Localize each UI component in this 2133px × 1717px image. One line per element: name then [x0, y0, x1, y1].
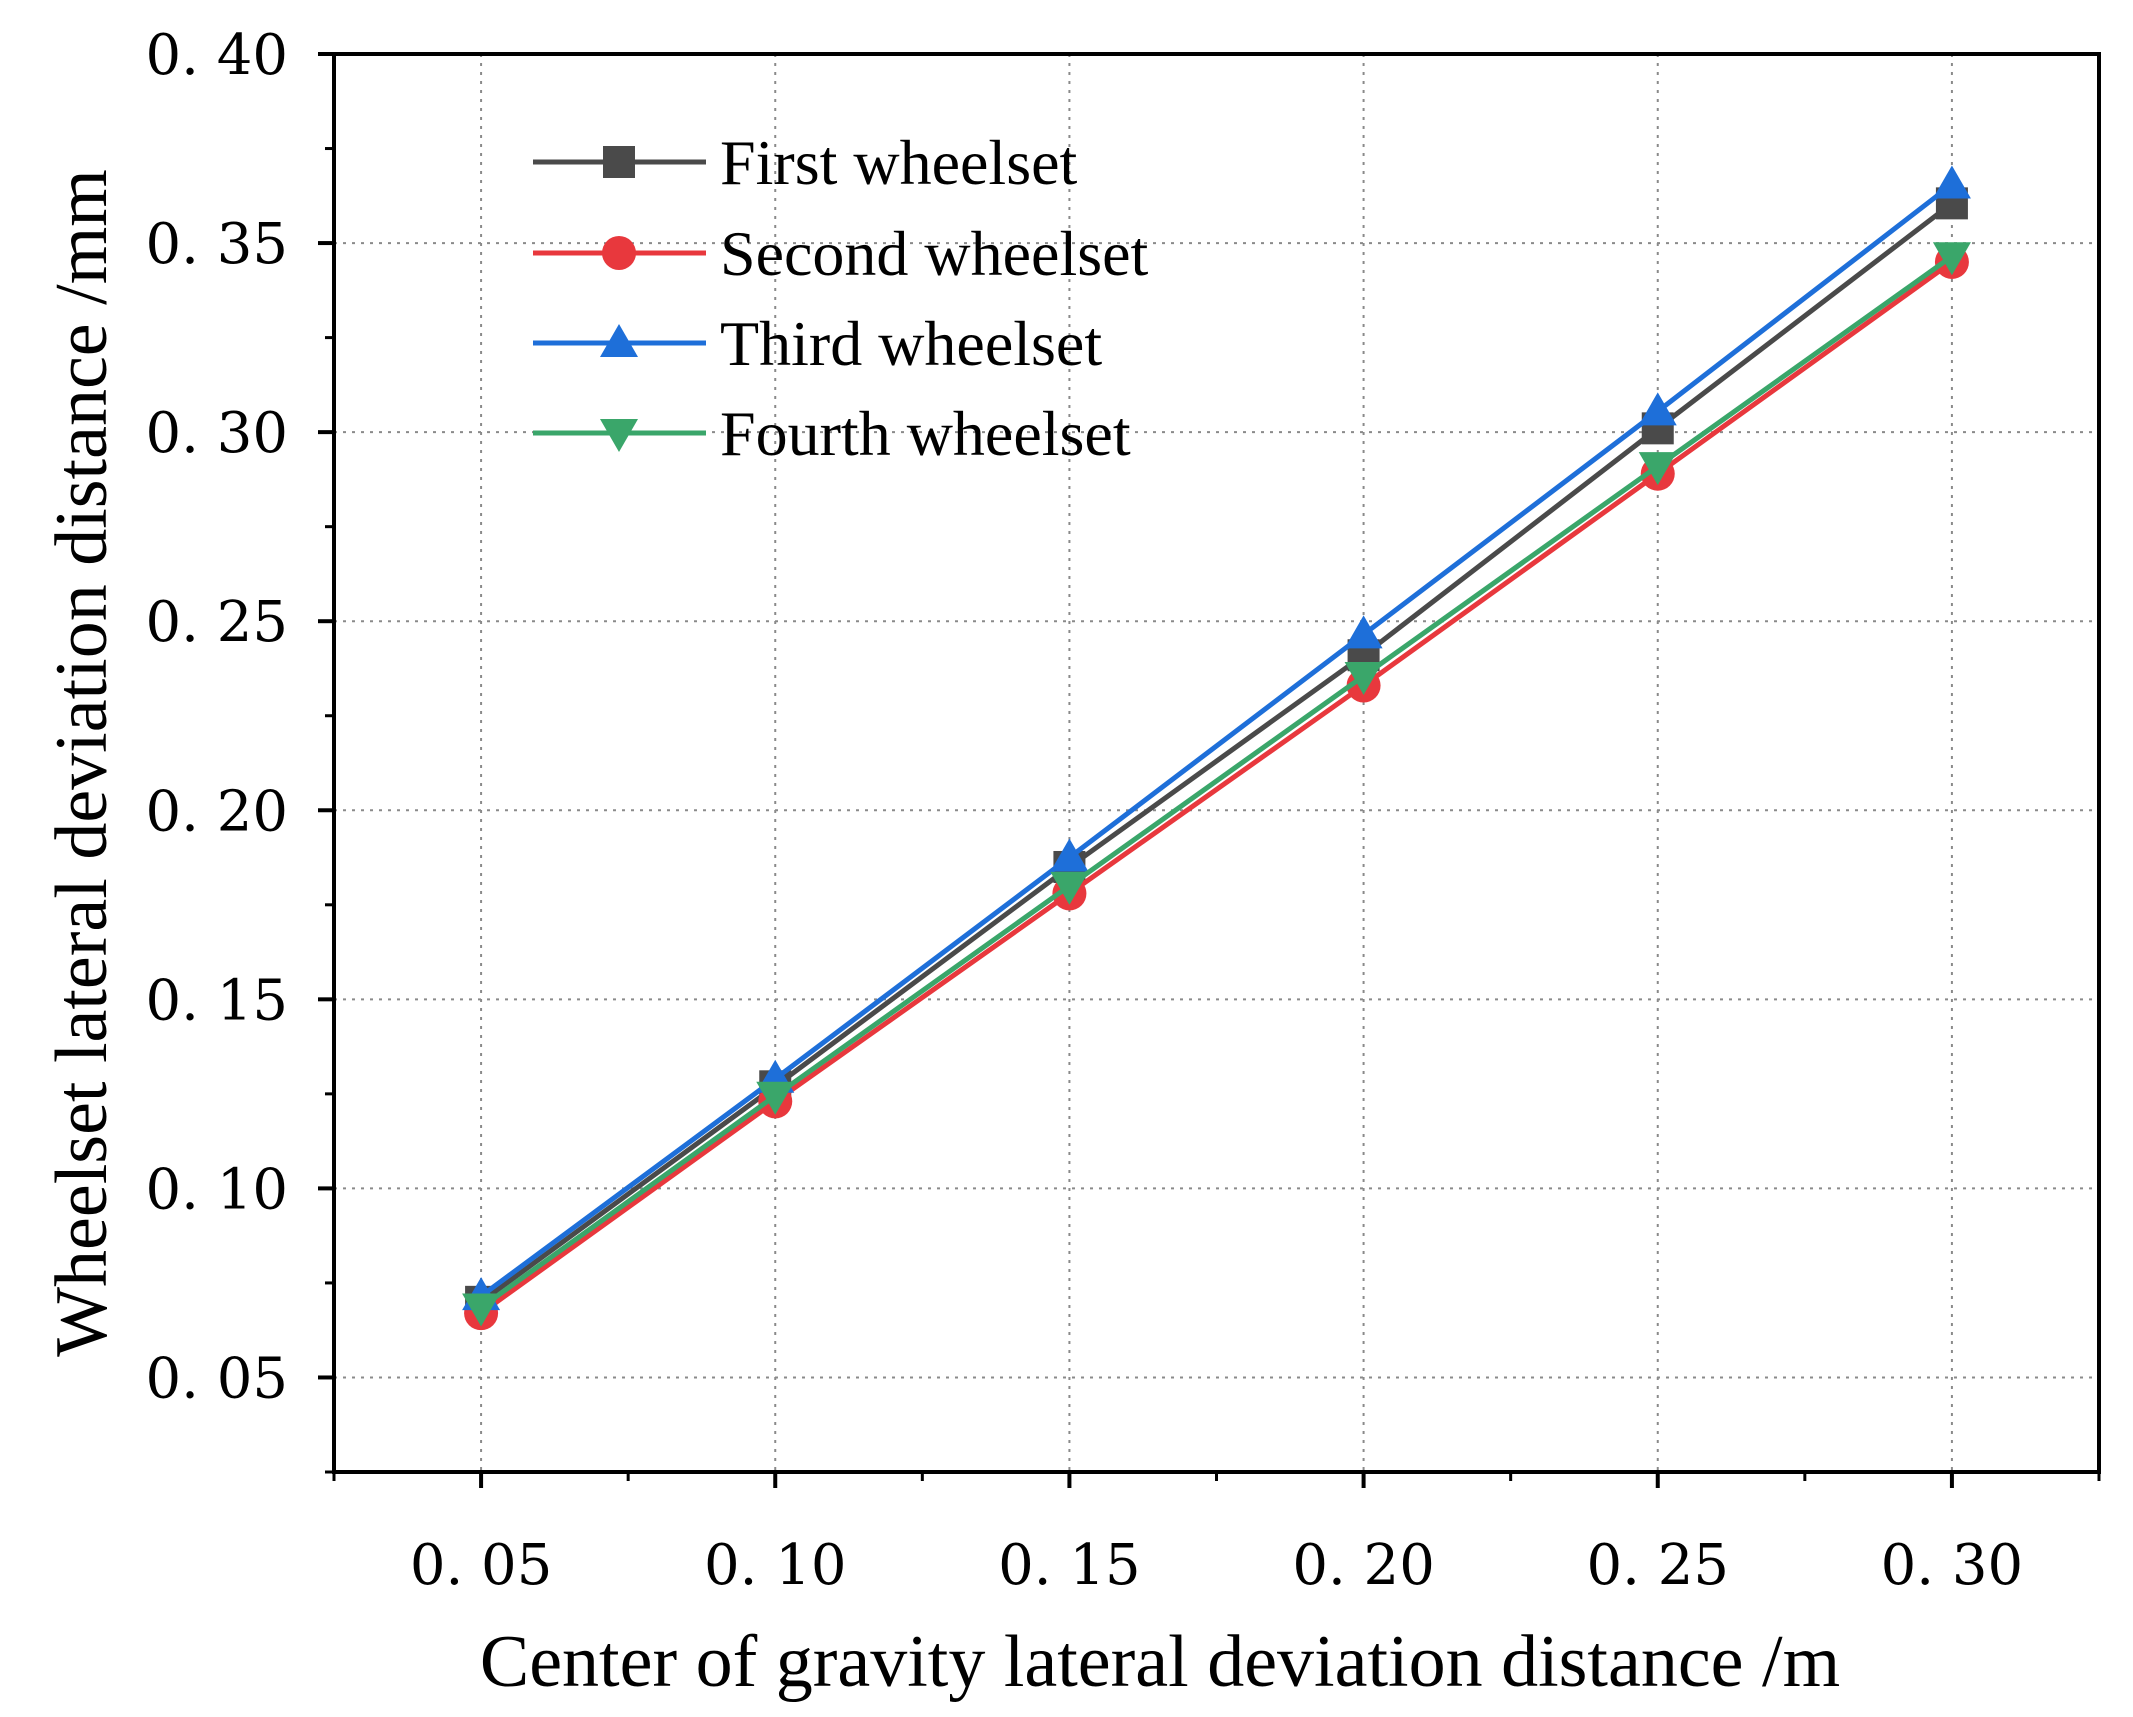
legend-label: Third wheelset — [720, 308, 1102, 379]
legend: First wheelset Second wheelset Third wheel… — [533, 127, 1149, 469]
legend-label: Second wheelset — [720, 218, 1149, 289]
legend-item: Second wheelset — [533, 218, 1149, 289]
x-axis-title: Center of gravity lateral deviation dist… — [480, 1621, 1840, 1703]
legend-marker — [602, 236, 636, 270]
legend-item: Third wheelset — [533, 308, 1102, 379]
x-tick-label: 0. 05 — [410, 1533, 553, 1598]
y-tick-label: 0. 05 — [146, 1346, 289, 1411]
series-line — [479, 259, 1954, 1316]
data-point — [1344, 662, 1383, 696]
x-tick-label: 0. 25 — [1587, 1533, 1730, 1598]
legend-label: Fourth wheelset — [720, 398, 1131, 469]
y-tick-label: 0. 15 — [146, 968, 289, 1033]
legend-marker — [600, 419, 638, 452]
axis-ticks — [318, 52, 2101, 1488]
x-tick-label: 0. 30 — [1881, 1533, 2024, 1598]
series-line — [479, 254, 1954, 1310]
series-1 — [465, 187, 1968, 1318]
series-line — [479, 201, 1954, 1304]
y-tick-label: 0. 25 — [146, 590, 289, 655]
data-point — [1050, 871, 1089, 905]
y-tick-label: 0. 40 — [146, 23, 289, 88]
series-3 — [462, 165, 1971, 1311]
y-axis-title: Wheelset lateral deviation distance /mm — [41, 169, 123, 1357]
grid-lines — [334, 54, 2099, 1472]
legend-marker — [603, 146, 635, 178]
y-tick-label: 0. 35 — [146, 212, 289, 277]
legend-label: First wheelset — [720, 127, 1078, 198]
data-point — [756, 1081, 795, 1115]
data-point — [1932, 165, 1971, 199]
series-4 — [462, 242, 1971, 1327]
x-tick-label: 0. 10 — [704, 1533, 847, 1598]
x-tick-label: 0. 20 — [1292, 1533, 1435, 1598]
y-tick-label: 0. 10 — [146, 1157, 289, 1222]
data-point — [1638, 452, 1677, 486]
data-point — [1638, 392, 1677, 426]
x-tick-label: 0. 15 — [998, 1533, 1141, 1598]
data-point — [1050, 838, 1089, 872]
tick-labels: 0. 05 0. 10 0. 15 0. 20 0. 25 0. 30 0. 05 0. 10… — [146, 23, 2024, 1598]
data-point — [1932, 242, 1971, 276]
legend-marker — [600, 324, 638, 357]
series-group — [462, 165, 1971, 1331]
y-tick-label: 0. 20 — [146, 779, 289, 844]
data-point — [462, 1293, 501, 1327]
legend-item: First wheelset — [533, 127, 1078, 198]
data-point — [1344, 615, 1383, 649]
y-tick-label: 0. 30 — [146, 401, 289, 466]
series-line — [479, 182, 1954, 1299]
legend-item: Fourth wheelset — [533, 398, 1131, 469]
